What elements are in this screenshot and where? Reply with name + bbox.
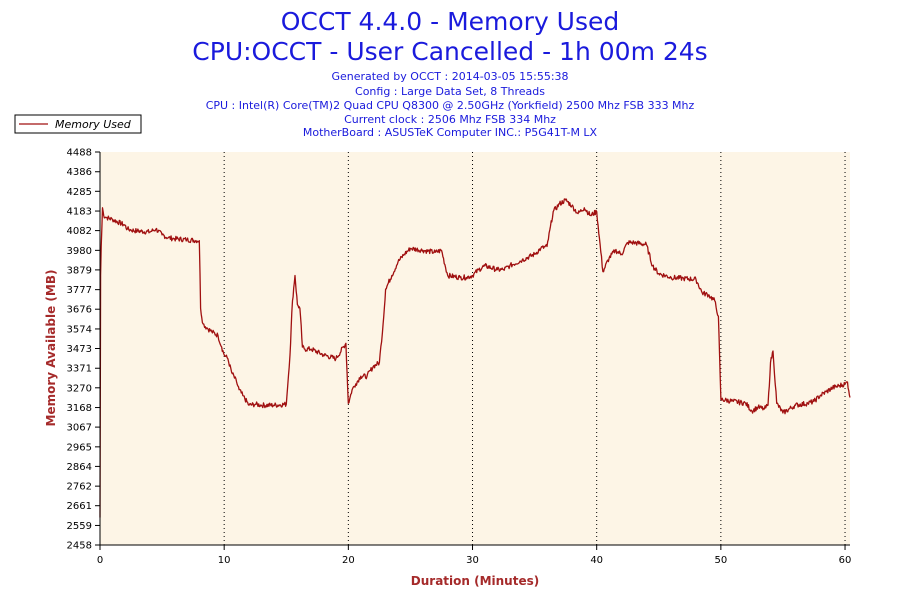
legend-box [14,114,142,134]
y-tick-label: 3574 [67,324,92,335]
x-axis-ticks: 0 10 20 30 40 50 60 [97,545,852,566]
y-tick-label: 4386 [67,167,92,178]
y-tick-label: 3879 [67,265,92,276]
y-tick-label: 3067 [67,423,92,434]
y-tick-label: 4082 [67,226,92,237]
y-tick-label: 3168 [67,403,92,414]
y-tick-label: 3473 [67,344,92,355]
y-tick-label: 2458 [67,541,92,552]
x-tick-label: 20 [342,555,355,566]
x-tick-label: 50 [714,555,727,566]
grid-lines [223,152,846,545]
y-axis-ticks: 2458 2559 2661 2762 2864 2965 3067 3168 3270 3371… [67,148,100,552]
clock-info: Current clock : 2506 Mhz FSB 334 Mhz [344,113,556,126]
y-tick-label: 3777 [67,285,92,296]
y-tick-label: 2559 [67,521,92,532]
x-tick-label: 10 [218,555,231,566]
y-tick-label: 3371 [67,364,92,375]
y-axis-title: Memory Available (MB) [44,270,58,427]
chart-title-line1: OCCT 4.4.0 - Memory Used [281,7,620,36]
y-tick-label: 2965 [67,442,92,453]
y-tick-label: 2864 [67,462,92,473]
legend-label-memory-used: Memory Used [55,118,132,131]
y-tick-label: 4285 [67,187,92,198]
cpu-info: CPU : Intel(R) Core(TM)2 Quad CPU Q8300 … [206,99,695,112]
x-tick-label: 0 [97,555,103,566]
y-tick-label: 4488 [67,148,92,159]
plot-area [100,152,850,545]
x-tick-label: 30 [466,555,479,566]
y-tick-label: 4183 [67,207,92,218]
config-info: Config : Large Data Set, 8 Threads [355,85,545,98]
y-tick-label: 3676 [67,305,92,316]
y-tick-label: 2661 [67,501,92,512]
chart-title-line2: CPU:OCCT - User Cancelled - 1h 00m 24s [192,37,707,66]
y-tick-label: 3270 [67,383,92,394]
y-tick-label: 2762 [67,482,92,493]
y-tick-label: 3980 [67,246,92,257]
x-tick-label: 40 [590,555,603,566]
x-axis-title: Duration (Minutes) [411,574,539,588]
series-line-memory-used [99,198,851,518]
legend: Memory Used [14,114,142,134]
x-tick-label: 60 [839,555,852,566]
generated-info: Generated by OCCT : 2014-03-05 15:55:38 [331,70,568,83]
motherboard-info: MotherBoard : ASUSTeK Computer INC.: P5G… [303,126,598,139]
